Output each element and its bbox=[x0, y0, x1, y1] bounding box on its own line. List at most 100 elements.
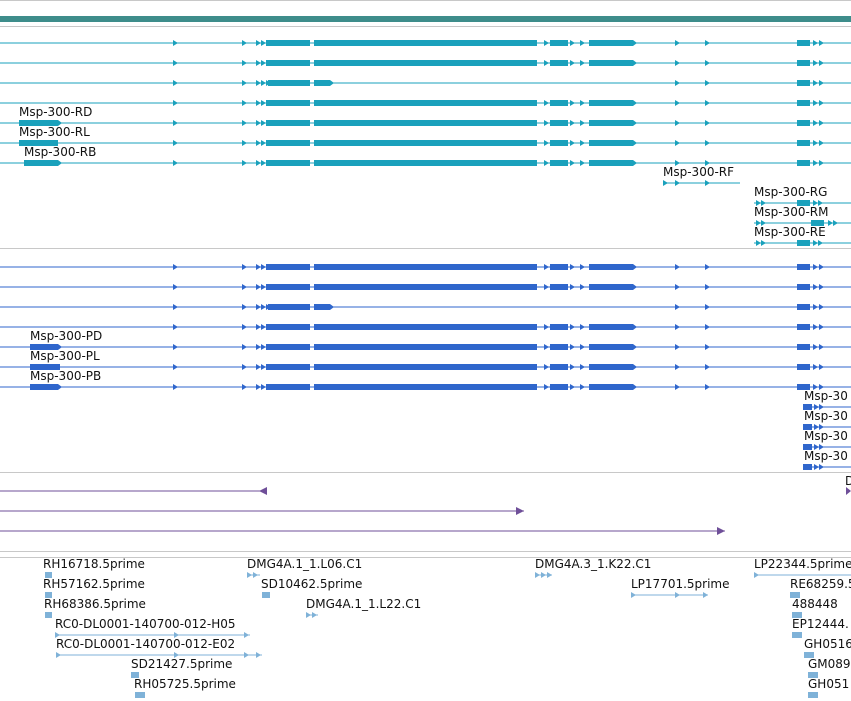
gene-span-label[interactable]: D bbox=[845, 474, 851, 488]
rna-transcript-label[interactable]: Msp-300-RD bbox=[19, 105, 93, 119]
strand-arrow bbox=[570, 344, 575, 350]
rna-transcript-label[interactable]: Msp-300-RM bbox=[754, 205, 829, 219]
strand-arrow bbox=[675, 160, 680, 166]
strand-arrow bbox=[675, 344, 680, 350]
exon-box bbox=[266, 384, 310, 390]
exon-box bbox=[803, 424, 812, 430]
strand-arrow bbox=[756, 200, 761, 206]
strand-arrow bbox=[675, 40, 680, 46]
est-label[interactable]: LP17701.5prime bbox=[631, 577, 730, 591]
strand-arrow bbox=[544, 160, 549, 166]
est-label[interactable]: DMG4A.3_1.K22.C1 bbox=[535, 557, 652, 571]
est-label[interactable]: RC0-DL0001-140700-012-H05 bbox=[55, 617, 236, 631]
strand-arrow bbox=[174, 632, 179, 638]
rna-transcript-label[interactable]: Msp-300-RB bbox=[24, 145, 97, 159]
protein-label[interactable]: Msp-30 bbox=[804, 389, 848, 403]
exon-box bbox=[797, 160, 810, 166]
protein-label[interactable]: Msp-30 bbox=[804, 429, 848, 443]
strand-arrow bbox=[256, 60, 261, 66]
strand-arrow bbox=[570, 40, 575, 46]
strand-arrow bbox=[261, 140, 266, 146]
strand-arrow bbox=[819, 364, 824, 370]
strand-arrow bbox=[242, 120, 247, 126]
est-label[interactable]: RH57162.5prime bbox=[43, 577, 145, 591]
strand-arrow bbox=[173, 40, 178, 46]
protein-label[interactable]: Msp-300-PD bbox=[30, 329, 103, 343]
strand-arrow bbox=[256, 160, 261, 166]
strand-arrow bbox=[703, 592, 708, 598]
strand-arrow bbox=[535, 572, 540, 578]
strand-arrow bbox=[242, 40, 247, 46]
gene-span-arrow bbox=[259, 487, 267, 495]
exon-box bbox=[811, 220, 824, 226]
track-separator bbox=[0, 557, 851, 558]
exon-box bbox=[314, 344, 537, 350]
exon-box bbox=[314, 384, 537, 390]
protein-label[interactable]: Msp-30 bbox=[804, 449, 848, 463]
strand-arrow bbox=[819, 60, 824, 66]
strand-arrow bbox=[173, 284, 178, 290]
strand-arrow bbox=[813, 240, 818, 246]
est-label[interactable]: 488448 bbox=[792, 597, 838, 611]
strand-arrow bbox=[761, 220, 766, 226]
rna-transcript-label[interactable]: Msp-300-RG bbox=[754, 185, 828, 199]
strand-arrow bbox=[570, 284, 575, 290]
exon-box bbox=[790, 592, 800, 598]
est-label[interactable]: GH0516 bbox=[804, 637, 851, 651]
protein-label[interactable]: Msp-30 bbox=[804, 409, 848, 423]
strand-arrow bbox=[813, 40, 818, 46]
est-label[interactable]: RH16718.5prime bbox=[43, 557, 145, 571]
rna-transcript-label[interactable]: Msp-300-RF bbox=[663, 165, 735, 179]
strand-arrow bbox=[242, 140, 247, 146]
protein-label[interactable]: Msp-300-PB bbox=[30, 369, 102, 383]
strand-arrow bbox=[261, 344, 266, 350]
exon-box bbox=[314, 40, 537, 46]
est-label[interactable]: LP22344.5prime bbox=[754, 557, 851, 571]
exon-box bbox=[24, 160, 62, 166]
strand-arrow bbox=[675, 60, 680, 66]
est-label[interactable]: DMG4A.1_1.L22.C1 bbox=[306, 597, 422, 611]
strand-arrow bbox=[675, 80, 680, 86]
protein-label[interactable]: Msp-300-PL bbox=[30, 349, 100, 363]
est-label[interactable]: RC0-DL0001-140700-012-E02 bbox=[56, 637, 236, 651]
exon-box bbox=[19, 120, 62, 126]
est-label[interactable]: GM089 bbox=[808, 657, 851, 671]
est-label[interactable]: RH68386.5prime bbox=[44, 597, 146, 611]
strand-arrow bbox=[813, 264, 818, 270]
exon-box bbox=[589, 120, 637, 126]
strand-arrow bbox=[544, 324, 549, 330]
strand-arrow bbox=[55, 632, 60, 638]
exon-box bbox=[314, 364, 537, 370]
est-label[interactable]: DMG4A.1_1.L06.C1 bbox=[247, 557, 363, 571]
strand-arrow bbox=[819, 264, 824, 270]
rna-transcript-label[interactable]: Msp-300-RE bbox=[754, 225, 826, 239]
est-label[interactable]: RH05725.5prime bbox=[134, 677, 236, 691]
rna-transcript-label[interactable]: Msp-300-RL bbox=[19, 125, 90, 139]
exon-box bbox=[797, 364, 810, 370]
exon-box bbox=[589, 100, 637, 106]
exon-box bbox=[262, 592, 270, 598]
strand-arrow bbox=[663, 180, 668, 186]
exon-box bbox=[314, 80, 334, 86]
est-label[interactable]: SD10462.5prime bbox=[261, 577, 363, 591]
strand-arrow bbox=[819, 284, 824, 290]
exon-box bbox=[45, 572, 52, 578]
exon-box bbox=[266, 120, 310, 126]
strand-arrow bbox=[819, 344, 824, 350]
est-label[interactable]: GH051 bbox=[808, 677, 850, 691]
strand-arrow bbox=[675, 284, 680, 290]
strand-arrow bbox=[705, 120, 710, 126]
exon-box bbox=[550, 264, 568, 270]
strand-arrow bbox=[261, 304, 266, 310]
exon-box bbox=[45, 612, 52, 618]
strand-arrow bbox=[242, 60, 247, 66]
strand-arrow bbox=[705, 140, 710, 146]
exon-box bbox=[135, 692, 145, 698]
strand-arrow bbox=[570, 160, 575, 166]
est-label[interactable]: SD21427.5prime bbox=[131, 657, 233, 671]
strand-arrow bbox=[675, 364, 680, 370]
strand-arrow bbox=[261, 120, 266, 126]
est-label[interactable]: EP12444. bbox=[792, 617, 849, 631]
exon-box bbox=[550, 364, 568, 370]
est-label[interactable]: RE68259.5 bbox=[790, 577, 851, 591]
